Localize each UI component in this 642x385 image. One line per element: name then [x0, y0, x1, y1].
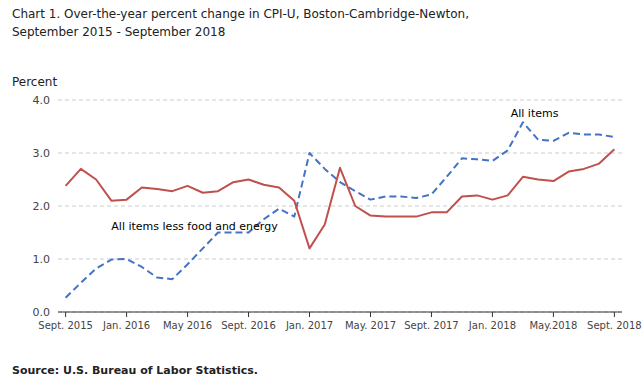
x-tick	[431, 312, 432, 317]
series-line: All items	[66, 122, 615, 297]
subtitle: September 2015 - September 2018	[12, 25, 225, 39]
grid-line	[58, 100, 622, 101]
y-axis: 0.0 1.0 2.0 3.0 4.0	[33, 94, 623, 319]
x-axis-line	[58, 312, 622, 313]
x-axis: Sept. 2015 Jan. 2016 May 2016 Sept. 2016 Jan…	[38, 312, 641, 331]
x-tick	[65, 312, 66, 317]
x-tick-label: Jan. 2018	[468, 320, 516, 331]
x-tick-label: May. 2017	[345, 320, 396, 331]
chart: Chart 1. Over-the-year percent change in…	[0, 0, 642, 385]
x-tick	[126, 312, 127, 317]
x-tick-label: May 2016	[163, 320, 212, 331]
x-tick	[248, 312, 249, 317]
x-tick-label: Sept. 2016	[221, 320, 276, 331]
x-tick	[553, 312, 554, 317]
grid-line	[58, 206, 622, 207]
y-tick-label: 2.0	[33, 200, 51, 213]
x-tick-label: Sept. 2015	[38, 320, 93, 331]
x-tick-label: Jan. 2017	[285, 320, 333, 331]
title: Chart 1. Over-the-year percent change in…	[12, 7, 469, 21]
annotation: All items less food and energy	[111, 220, 278, 233]
y-tick-label: 3.0	[33, 147, 51, 160]
x-tick	[370, 312, 371, 317]
x-tick-label: May.2018	[529, 320, 577, 331]
source: Source: U.S. Bureau of Labor Statistics.	[12, 364, 258, 377]
annotations: All items All items less food and energy	[111, 107, 558, 233]
grid-line	[58, 259, 622, 260]
grid-line	[58, 312, 622, 313]
x-tick	[492, 312, 493, 317]
x-tick	[187, 312, 188, 317]
series-line: All items less food and energy	[66, 149, 615, 248]
x-tick-label: Sept. 2018	[587, 320, 642, 331]
x-tick	[614, 312, 615, 317]
x-tick	[309, 312, 310, 317]
y-axis-label: Percent	[12, 75, 57, 89]
x-tick-label: Sept. 2017	[404, 320, 459, 331]
lines: All itemsAll items less food and energy	[66, 122, 615, 297]
annotation: All items	[511, 107, 559, 120]
y-tick-label: 4.0	[33, 94, 51, 107]
x-tick-label: Jan. 2016	[102, 320, 150, 331]
y-tick-label: 0.0	[33, 306, 51, 319]
y-tick-label: 1.0	[33, 253, 51, 266]
grid-line	[58, 153, 622, 154]
